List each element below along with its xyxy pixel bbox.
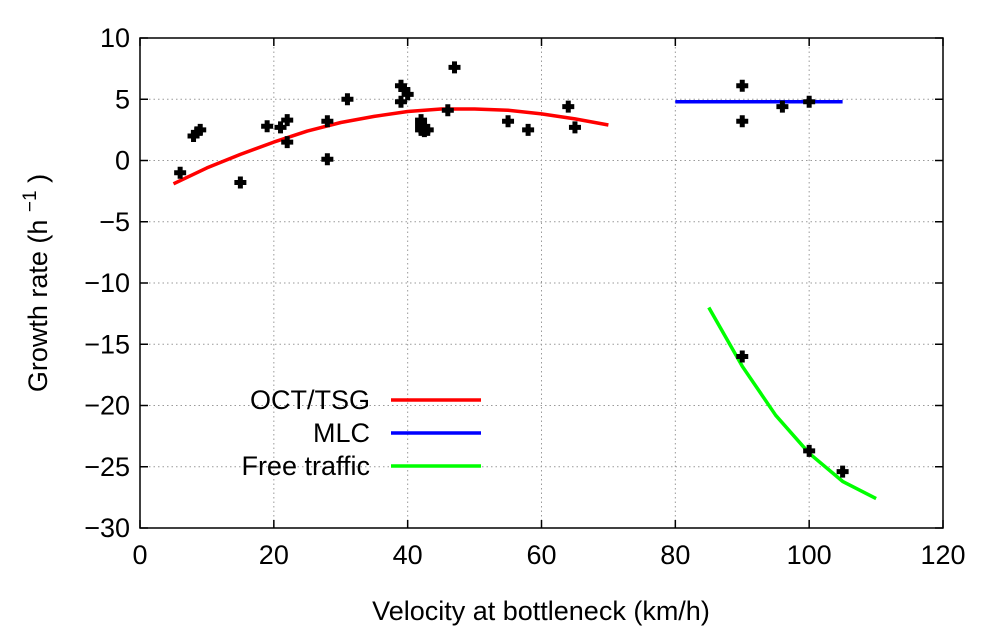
x-tick-label: 80 — [660, 540, 690, 570]
data-point — [502, 115, 515, 128]
data-point — [394, 95, 407, 108]
y-tick-label: −10 — [84, 268, 130, 298]
data-point — [522, 123, 535, 136]
grid-lines — [140, 38, 943, 528]
data-point — [568, 121, 581, 134]
x-tick-label: 20 — [259, 540, 289, 570]
data-point — [174, 166, 187, 179]
fit-line-oct-tsg — [172, 107, 609, 186]
data-point — [398, 83, 411, 96]
data-point — [401, 88, 414, 101]
y-tick-label: −15 — [84, 329, 130, 359]
y-tick-label: −5 — [99, 207, 130, 237]
data-point — [736, 115, 749, 128]
data-point — [736, 350, 749, 363]
y-axis-tick-labels: −30 −25 −20 −15 −10 −5 0 5 10 — [84, 23, 130, 543]
plot-frame — [139, 37, 944, 529]
data-point — [803, 444, 816, 457]
data-point — [421, 123, 434, 136]
data-point — [448, 61, 461, 74]
data-point — [261, 120, 274, 133]
y-tick-label: −30 — [84, 513, 130, 543]
y-tick-label: −25 — [84, 452, 130, 482]
y-axis-label-main: Growth rate (h — [23, 220, 53, 393]
data-point — [394, 79, 407, 92]
y-axis-label-close: ) — [23, 174, 53, 183]
x-tick-label: 40 — [393, 540, 423, 570]
y-axis-label: Growth rate (h −1 ) — [12, 174, 53, 392]
data-point — [281, 136, 294, 149]
data-point — [562, 100, 575, 113]
data-points — [174, 61, 849, 478]
data-point — [194, 123, 207, 136]
data-point — [281, 114, 294, 127]
fit-line-free-traffic — [707, 306, 877, 501]
data-point — [274, 121, 287, 134]
x-axis-tick-labels: 0 20 40 60 80 100 120 — [132, 540, 965, 570]
data-point — [803, 95, 816, 108]
legend-label-free-traffic: Free traffic — [241, 451, 370, 481]
y-tick-label: 0 — [115, 146, 130, 176]
data-point — [441, 104, 454, 117]
x-axis-label: Velocity at bottleneck (km/h) — [372, 596, 710, 626]
y-tick-label: 10 — [100, 23, 130, 53]
data-point — [187, 130, 200, 142]
x-tick-label: 0 — [132, 540, 147, 570]
data-point — [321, 153, 334, 166]
data-point — [776, 100, 789, 113]
data-point — [341, 93, 354, 106]
fit-curves — [172, 99, 877, 501]
x-tick-label: 100 — [787, 540, 832, 570]
y-tick-label: −20 — [84, 391, 130, 421]
legend-label-mlc: MLC — [313, 418, 370, 448]
data-point — [736, 79, 749, 92]
x-tick-label: 60 — [526, 540, 556, 570]
data-point — [321, 115, 334, 128]
x-tick-label: 120 — [920, 540, 965, 570]
data-point — [234, 176, 247, 189]
y-tick-label: 5 — [115, 84, 130, 114]
data-point — [836, 465, 849, 478]
legend-label-oct-tsg: OCT/TSG — [250, 385, 370, 415]
y-axis-label-superscript: −1 — [20, 190, 41, 212]
